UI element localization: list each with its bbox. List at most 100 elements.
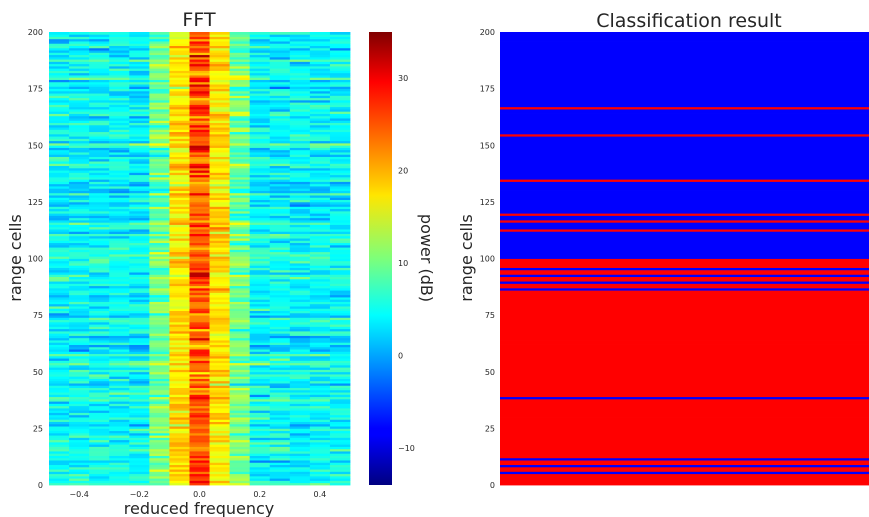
- fft-cell: [289, 136, 311, 139]
- fft-cell: [129, 308, 150, 311]
- fft-cell: [229, 471, 251, 475]
- fft-cell: [289, 206, 311, 210]
- fft-cell: [269, 172, 291, 176]
- fft-cell: [189, 220, 210, 223]
- fft-cell: [329, 38, 351, 42]
- fft-cell: [229, 34, 251, 37]
- fft-cell: [89, 310, 110, 314]
- fft-cell: [329, 269, 351, 273]
- fft-cell: [109, 448, 130, 452]
- fft-cell: [89, 45, 110, 49]
- fft-cell: [169, 351, 190, 355]
- fft-cell: [89, 321, 110, 325]
- fft-cell: [229, 414, 251, 418]
- fft-cell: [229, 129, 251, 133]
- fft-cell: [109, 88, 130, 92]
- fft-cell: [209, 43, 230, 46]
- fft-cell: [89, 84, 110, 87]
- fft-cell: [129, 176, 150, 180]
- classification-cell: [500, 102, 869, 105]
- classification-cell: [500, 167, 869, 171]
- fft-cell: [329, 154, 351, 157]
- fft-cell: [149, 337, 170, 341]
- fft-cell: [129, 136, 150, 139]
- fft-cell: [249, 68, 271, 71]
- fft-cell: [329, 423, 351, 427]
- fft-cell: [129, 90, 150, 94]
- fft-cell: [309, 457, 331, 461]
- fft-cell: [289, 315, 311, 318]
- fft-cell: [49, 136, 70, 139]
- fft-cell: [329, 34, 351, 37]
- classification-cell: [500, 335, 869, 339]
- fft-cell: [209, 244, 230, 248]
- fft-cell: [269, 437, 291, 441]
- fft-cell: [69, 224, 90, 228]
- fft-cell: [209, 124, 230, 128]
- fft-cell: [129, 113, 150, 117]
- fft-cell: [309, 444, 331, 447]
- fft-cell: [329, 201, 351, 205]
- fft-cell: [329, 93, 351, 96]
- fft-cell: [249, 278, 271, 282]
- classification-cell: [500, 127, 869, 130]
- fft-cell: [109, 265, 130, 268]
- fft-cell: [209, 475, 230, 479]
- fft-cell: [329, 294, 351, 298]
- fft-cell: [169, 417, 190, 420]
- classification-cell: [500, 188, 869, 191]
- fft-cell: [89, 360, 110, 364]
- fft-cell: [189, 410, 210, 413]
- fft-cell: [289, 469, 311, 472]
- fft-cell: [109, 353, 130, 357]
- fft-cell: [289, 97, 311, 101]
- fft-cell: [69, 47, 90, 51]
- fft-cell: [89, 138, 110, 142]
- fft-cell: [229, 374, 251, 377]
- fft-cell: [249, 210, 271, 214]
- fft-cell: [129, 59, 150, 62]
- fft-cell: [229, 222, 251, 225]
- fft-cell: [329, 333, 351, 336]
- fft-cell: [249, 276, 271, 280]
- fft-cell: [249, 197, 271, 201]
- fft-cell: [289, 102, 311, 105]
- fft-cell: [249, 423, 271, 427]
- fft-cell: [129, 247, 150, 250]
- fft-cell: [269, 297, 291, 300]
- fft-cell: [149, 102, 170, 105]
- fft-cell: [169, 432, 190, 436]
- fft-cell: [109, 238, 130, 241]
- fft-cell: [169, 197, 190, 201]
- fft-cell: [149, 437, 170, 441]
- fft-cell: [169, 263, 190, 266]
- fft-cell: [289, 199, 311, 203]
- fft-cell: [229, 52, 251, 56]
- fft-cell: [89, 106, 110, 110]
- classification-cell: [500, 120, 869, 123]
- classification-cell: [500, 217, 869, 221]
- fft-cell: [149, 364, 170, 368]
- fft-cell: [129, 340, 150, 343]
- fft-cell: [149, 383, 170, 386]
- fft-cell: [109, 281, 130, 284]
- fft-cell: [89, 326, 110, 330]
- fft-cell: [149, 152, 170, 155]
- fft-cell: [109, 120, 130, 123]
- classification-cell: [500, 213, 869, 216]
- fft-cell: [189, 435, 210, 438]
- fft-cell: [269, 63, 291, 67]
- fft-cell: [169, 396, 190, 400]
- fft-cell: [49, 437, 70, 441]
- fft-cell: [149, 480, 170, 484]
- fft-cell: [329, 61, 351, 65]
- fft-cell: [69, 297, 90, 300]
- fft-panel: FFT −0.4 −0.2 0.0 0.2 0.4 025507510012515017…: [6, 9, 351, 517]
- fft-cell: [69, 281, 90, 284]
- fft-cell: [229, 97, 251, 101]
- fft-cell: [49, 233, 70, 237]
- fft-cell: [49, 364, 70, 368]
- fft-cell: [129, 124, 150, 128]
